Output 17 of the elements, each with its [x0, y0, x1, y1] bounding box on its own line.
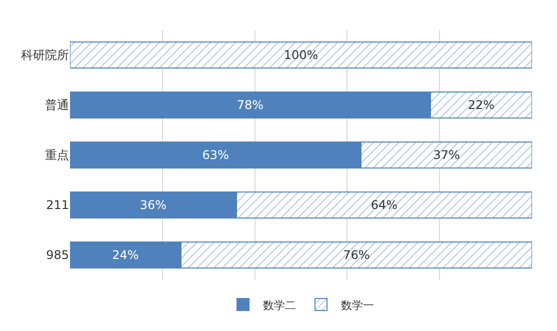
data-label: 78% — [236, 98, 264, 112]
data-label: 37% — [433, 148, 460, 162]
y-tick-label: 重点 — [45, 148, 69, 162]
bar — [70, 42, 532, 68]
y-tick-label: 普通 — [45, 98, 69, 112]
data-label: 22% — [468, 98, 495, 112]
data-label: 100% — [284, 48, 318, 62]
y-tick-label: 985 — [46, 248, 69, 262]
legend-label: 数学二 — [263, 298, 296, 312]
data-label: 36% — [140, 198, 166, 212]
data-label: 76% — [343, 248, 370, 262]
y-tick-label: 科研院所 — [21, 48, 69, 62]
data-label: 63% — [202, 148, 229, 162]
data-label: 64% — [370, 198, 398, 212]
data-label: 24% — [112, 248, 139, 262]
text: 数学一 — [341, 298, 374, 312]
y-tick-label: 211 — [46, 198, 69, 212]
